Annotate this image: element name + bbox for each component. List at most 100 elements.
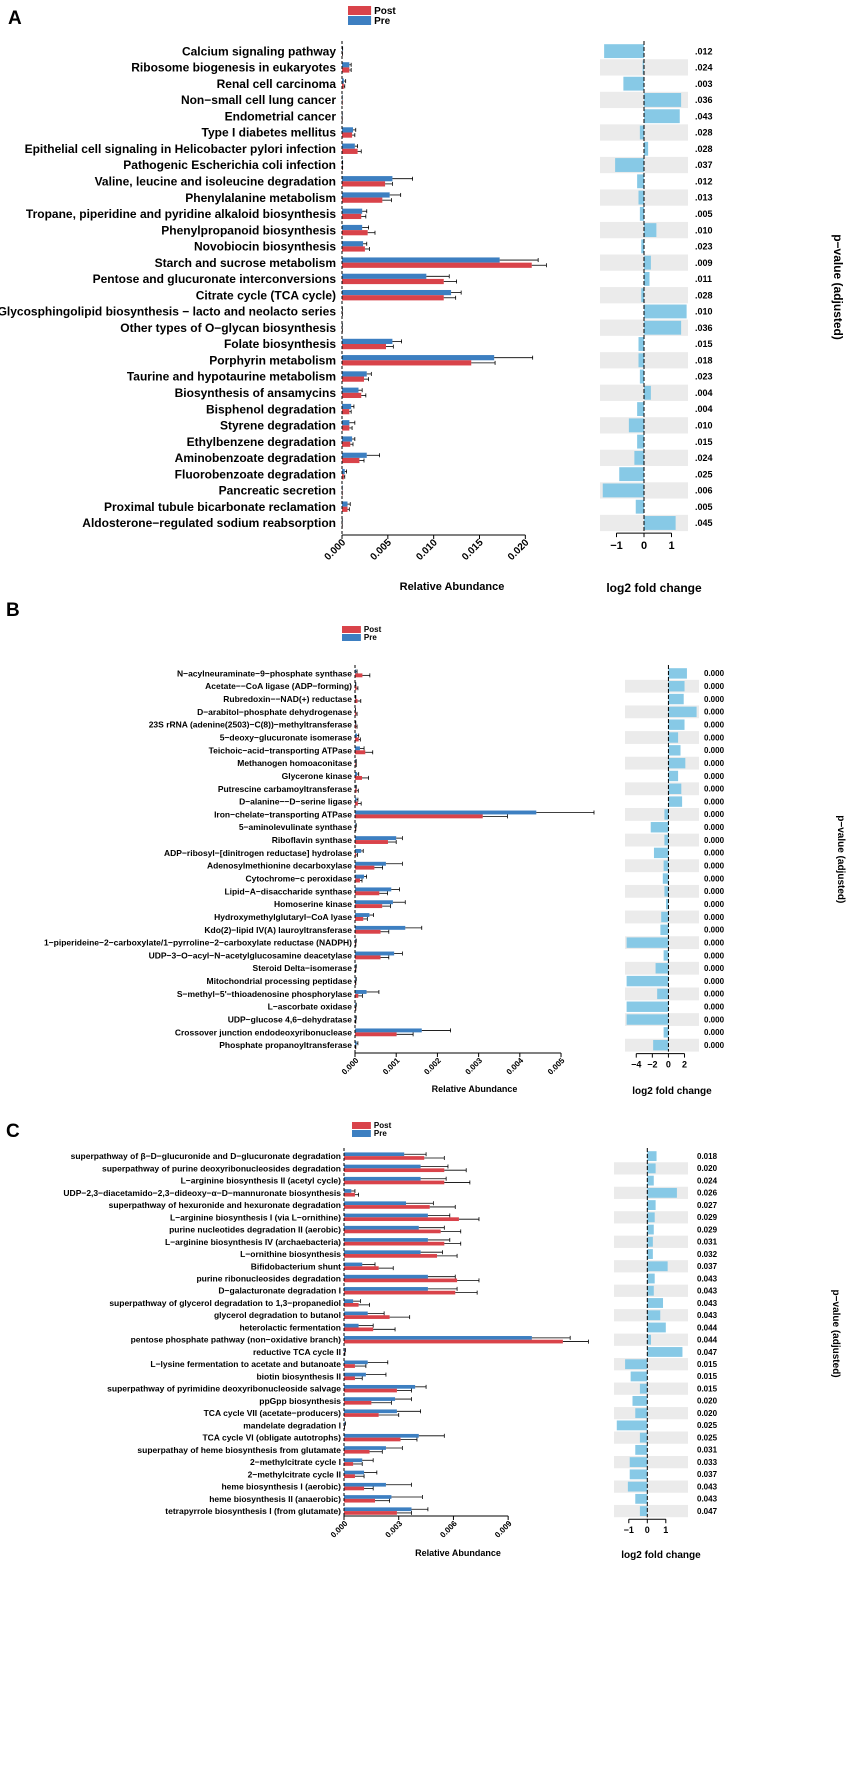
p-value: .004 xyxy=(695,388,713,398)
category-label: superpathway of β−D−glucuronide and D−gl… xyxy=(71,1151,341,1161)
p-value: .036 xyxy=(695,95,713,105)
category-label: Porphyrin metabolism xyxy=(209,353,336,367)
category-label: Aldosterone−regulated sodium reabsorptio… xyxy=(82,516,336,530)
p-value: 0.000 xyxy=(704,695,725,704)
fold-change-bar xyxy=(644,109,680,124)
fold-change-bar xyxy=(647,1249,653,1259)
category-label: Putrescine carbamoyltransferase xyxy=(218,784,352,794)
bar-pre xyxy=(344,1323,359,1328)
fold-change-bar xyxy=(647,1273,655,1284)
bar-pre xyxy=(344,1176,421,1181)
fold-change-bar xyxy=(626,1014,669,1025)
fold-stripe xyxy=(614,1407,688,1420)
bar-post xyxy=(344,1229,441,1234)
fold-change-bar xyxy=(647,1151,657,1162)
fold-x-tick-label: 0 xyxy=(641,540,647,552)
bar-pre xyxy=(344,1152,405,1157)
p-value: 0.015 xyxy=(697,1384,718,1393)
category-label: mandelate degradation I xyxy=(243,1420,341,1430)
fold-change-bar xyxy=(634,450,644,465)
p-value: 0.015 xyxy=(697,1372,718,1381)
x-axis-label: Relative Abundance xyxy=(432,1084,518,1094)
fold-change-bar xyxy=(647,1334,651,1345)
bar-pre xyxy=(355,1002,356,1007)
bar-pre xyxy=(344,1446,386,1450)
category-label: Iron−chelate−transporting ATPase xyxy=(214,809,352,819)
p-value: 0.044 xyxy=(697,1323,718,1332)
p-value: .015 xyxy=(695,437,713,447)
bar-post xyxy=(342,409,350,415)
bar-pre xyxy=(344,1262,363,1267)
category-label: Bifidobacterium shunt xyxy=(251,1261,341,1271)
category-label: Epithelial cell signaling in Helicobacte… xyxy=(25,142,336,156)
fold-change-bar xyxy=(639,1506,648,1516)
p-value: 0.000 xyxy=(704,823,725,832)
fold-change-bar xyxy=(655,963,669,974)
fold-change-bar xyxy=(644,255,651,270)
category-label: L−ornithine biosynthesis xyxy=(240,1249,341,1259)
p-value: 0.018 xyxy=(697,1152,718,1161)
p-value: 0.032 xyxy=(697,1250,718,1259)
category-label: Pentose and glucuronate interconversions xyxy=(93,272,337,286)
fold-change-bar xyxy=(644,385,651,400)
p-value: .010 xyxy=(695,307,713,317)
bar-post xyxy=(355,852,357,857)
p-value: 0.000 xyxy=(704,990,725,999)
bar-post xyxy=(344,1511,397,1515)
p-value: 0.020 xyxy=(697,1409,718,1418)
fold-change-bar xyxy=(635,1408,648,1419)
bar-post xyxy=(355,801,358,806)
p-value: 0.000 xyxy=(704,926,725,935)
fold-change-bar xyxy=(641,288,644,303)
bar-post xyxy=(342,197,383,203)
fold-change-bar xyxy=(647,1285,654,1296)
p-value: 0.031 xyxy=(697,1238,718,1247)
category-label: Taurine and hypotaurine metabolism xyxy=(127,370,336,384)
bar-pre xyxy=(342,452,367,458)
p-value: 0.047 xyxy=(697,1507,718,1516)
bar-post xyxy=(344,1303,359,1307)
p-value: 0.000 xyxy=(704,913,725,922)
category-label: Calcium signaling pathway xyxy=(182,44,336,58)
category-label: L−arginine biosynthesis II (acetyl cycle… xyxy=(181,1176,342,1186)
bar-post xyxy=(355,788,357,793)
bar-post xyxy=(342,392,362,399)
bar-pre xyxy=(342,257,500,263)
bar-post xyxy=(342,425,350,431)
fold-change-bar xyxy=(623,76,644,91)
bar-pre xyxy=(344,1201,407,1206)
legend-swatch-post xyxy=(348,6,372,15)
bar-pre xyxy=(342,241,364,247)
bar-pre xyxy=(344,1482,386,1487)
category-label: Biosynthesis of ansamycins xyxy=(175,386,337,400)
bar-pre xyxy=(355,951,395,956)
bar-post xyxy=(355,699,358,703)
fold-change-bar xyxy=(639,369,644,384)
bar-post xyxy=(344,1437,401,1442)
bar-pre xyxy=(342,468,345,475)
bar-post xyxy=(342,295,444,301)
p-value: 0.043 xyxy=(697,1287,718,1296)
legend-swatch-post xyxy=(342,626,361,633)
fold-change-bar xyxy=(627,1481,648,1492)
bar-post xyxy=(355,891,380,896)
bar-post xyxy=(344,1278,458,1283)
category-label: L−ascorbate oxidase xyxy=(268,1002,353,1012)
category-label: L−arginine biosynthesis I (via L−ornithi… xyxy=(170,1212,341,1222)
p-value: .005 xyxy=(695,209,713,219)
x-axis-label: Relative Abundance xyxy=(415,1548,501,1558)
bar-pre xyxy=(355,861,386,866)
p-value: 0.000 xyxy=(704,669,725,678)
bar-post xyxy=(342,474,344,480)
p-value: .023 xyxy=(695,372,713,382)
bar-pre xyxy=(355,810,537,815)
p-value: 0.025 xyxy=(697,1421,718,1430)
category-label: Teichoic−acid−transporting ATPase xyxy=(209,745,353,755)
bar-pre xyxy=(344,1507,412,1512)
bar-post xyxy=(344,1192,355,1197)
p-value: 0.000 xyxy=(704,1041,725,1050)
fold-change-bar xyxy=(668,757,686,769)
fold-change-bar xyxy=(647,1175,654,1186)
bar-post xyxy=(355,955,381,960)
bar-post xyxy=(355,686,357,691)
